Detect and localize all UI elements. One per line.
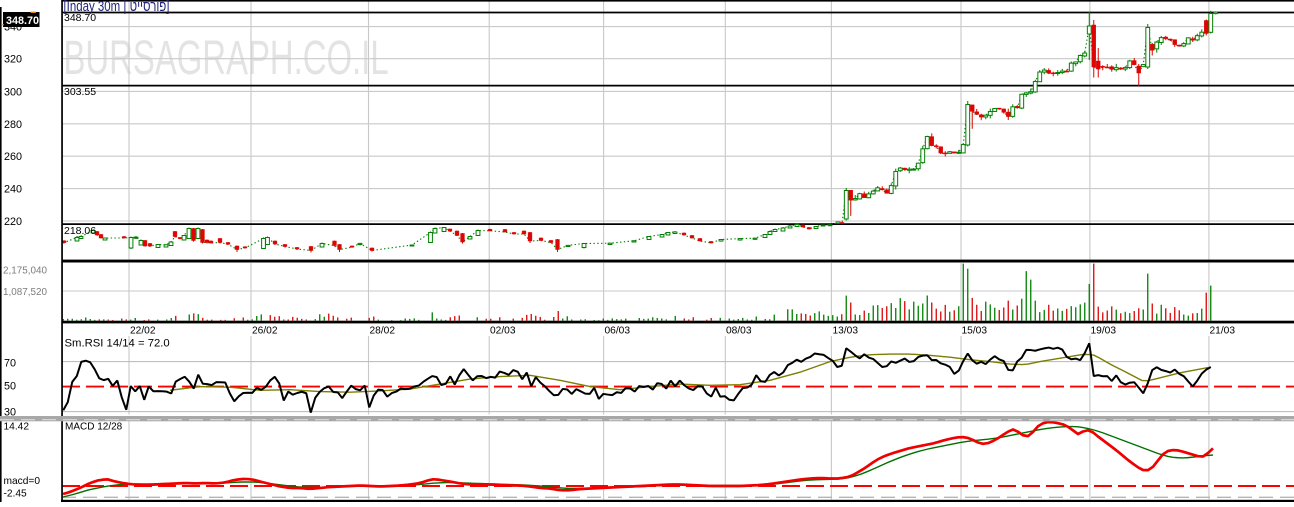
- svg-text:06/03: 06/03: [605, 326, 631, 337]
- svg-text:28/02: 28/02: [370, 326, 396, 337]
- svg-text:218.06: 218.06: [64, 225, 96, 237]
- svg-text:303.55: 303.55: [64, 86, 96, 98]
- svg-text:MACD 12/28: MACD 12/28: [65, 421, 123, 432]
- svg-text:Sm.RSI 14/14 = 72.0: Sm.RSI 14/14 = 72.0: [65, 338, 170, 350]
- svg-text:1,087,520: 1,087,520: [3, 287, 47, 298]
- svg-text:220: 220: [4, 216, 22, 228]
- svg-text:348.70: 348.70: [64, 12, 96, 24]
- svg-text:BURSAGRAPH.CO.IL: BURSAGRAPH.CO.IL: [64, 31, 389, 85]
- svg-text:08/03: 08/03: [726, 326, 752, 337]
- svg-text:macd=0: macd=0: [4, 476, 41, 487]
- svg-text:300: 300: [4, 86, 22, 98]
- svg-text:30: 30: [4, 407, 16, 419]
- svg-text:348.70: 348.70: [6, 15, 39, 27]
- svg-text:320: 320: [4, 54, 22, 66]
- svg-text:280: 280: [4, 119, 22, 131]
- svg-text:-2.45: -2.45: [4, 489, 28, 500]
- svg-text:22/02: 22/02: [130, 326, 156, 337]
- svg-text:15/03: 15/03: [962, 326, 988, 337]
- svg-text:21/03: 21/03: [1210, 326, 1236, 337]
- svg-text:26/02: 26/02: [252, 326, 278, 337]
- svg-text:70: 70: [4, 358, 16, 370]
- svg-text:260: 260: [4, 151, 22, 163]
- svg-text:19/03: 19/03: [1091, 326, 1117, 337]
- svg-text:02/03: 02/03: [490, 326, 516, 337]
- svg-text:[Inday 30m | פורסייט]: [Inday 30m | פורסייט]: [64, 0, 170, 15]
- svg-text:240: 240: [4, 184, 22, 196]
- svg-text:13/03: 13/03: [833, 326, 859, 337]
- svg-text:340: 340: [4, 22, 22, 34]
- svg-text:2,175,040: 2,175,040: [3, 266, 47, 277]
- svg-text:50: 50: [4, 381, 16, 393]
- svg-text:14.42: 14.42: [4, 422, 30, 433]
